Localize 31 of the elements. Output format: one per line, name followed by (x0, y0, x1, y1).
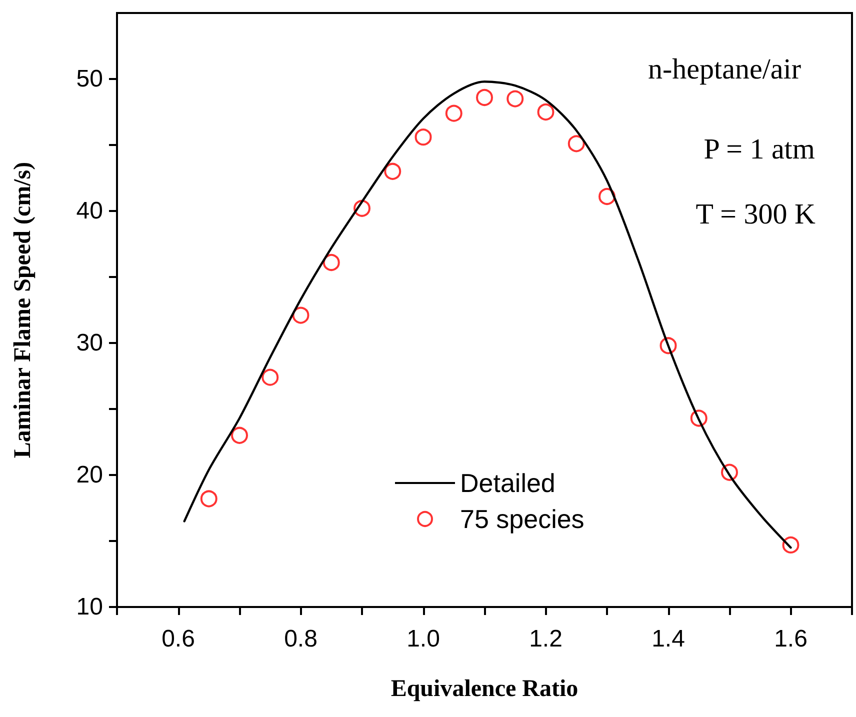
annotation: P = 1 atm (704, 134, 816, 166)
x-tick-label: 1.6 (774, 626, 808, 652)
point (414, 128, 432, 146)
y-tick-label: 40 (76, 198, 103, 224)
y-tick-label: 30 (76, 330, 103, 356)
x-axis-title: Equivalence Ratio (390, 676, 578, 702)
x-tick-label: 0.8 (284, 626, 318, 652)
point (262, 368, 279, 386)
point (231, 426, 248, 444)
point (384, 162, 402, 180)
point (322, 254, 340, 271)
y-tick-label: 10 (76, 594, 103, 620)
point (568, 135, 585, 152)
legend-label: 75 species (460, 504, 584, 534)
x-tick-label: 1.0 (406, 626, 440, 652)
point (506, 90, 524, 108)
y-tick-label: 20 (76, 462, 103, 488)
point (598, 188, 616, 205)
annotation: T = 300 K (696, 198, 816, 230)
y-axis-title: Laminar Flame Speed (cm/s) (10, 162, 36, 458)
point (537, 104, 554, 120)
point (200, 490, 218, 508)
point (292, 306, 310, 324)
annotation: n-heptane/air (648, 54, 802, 86)
x-tick-label: 1.4 (652, 626, 685, 652)
x-tick-label: 0.6 (162, 626, 195, 652)
x-tick-label: 1.2 (529, 626, 562, 652)
point (445, 104, 462, 122)
y-tick-label: 50 (76, 66, 103, 92)
point (476, 88, 493, 106)
legend-label: Detailed (460, 468, 556, 498)
